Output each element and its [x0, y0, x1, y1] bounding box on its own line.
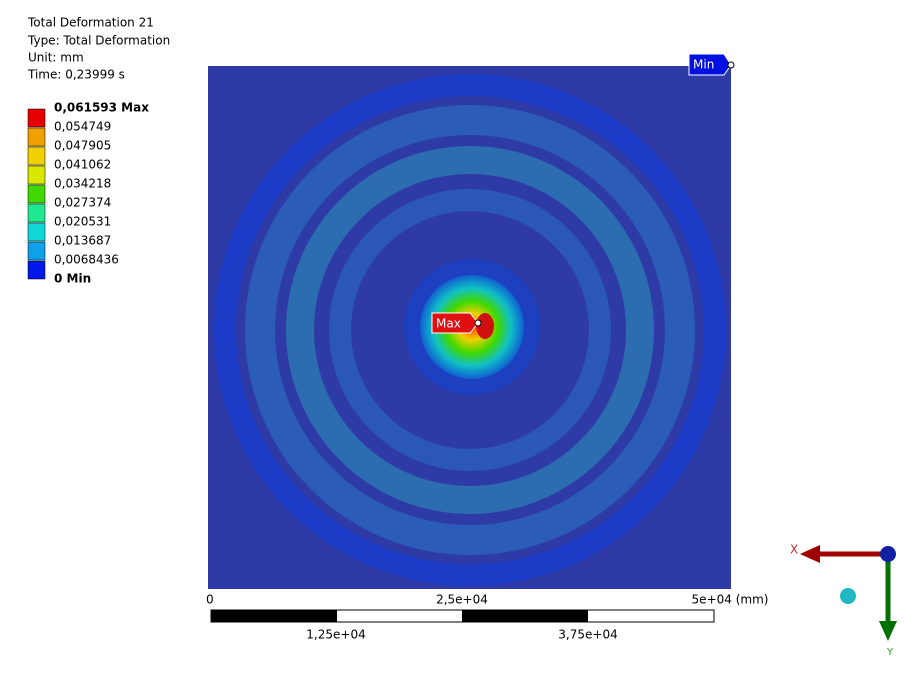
scale-bar [210, 609, 715, 623]
legend-swatch [27, 127, 46, 147]
header-time: Time: 0,23999 s [27, 68, 125, 82]
legend-swatch [27, 241, 46, 261]
x-axis-label: X [790, 543, 798, 557]
legend-swatch [27, 108, 46, 128]
scale-label: 1,25e+04 [306, 628, 365, 642]
legend-label: 0 Min [54, 272, 91, 286]
max-zone [476, 313, 494, 339]
scale-label: 3,75e+04 [558, 628, 617, 642]
legend-swatch [27, 146, 46, 166]
legend-swatch [27, 260, 46, 280]
legend-swatch [27, 184, 46, 204]
ring [286, 146, 654, 514]
ring [329, 189, 611, 471]
legend-label: 0,061593 Max [54, 101, 149, 115]
scale-label: 2,5e+04 [436, 593, 488, 607]
legend-label: 0,047905 [54, 139, 111, 153]
ring [245, 105, 695, 555]
max-tag: Max [431, 312, 482, 334]
scale-label: 5e+04 (mm) [692, 593, 769, 607]
min-tag: Min [688, 53, 735, 76]
legend-swatch [27, 203, 46, 223]
legend: 0,061593 Max 0,054749 0,047905 0,041062 0,03… [27, 101, 149, 286]
header-title: Total Deformation 21 [27, 16, 154, 30]
header-unit: Unit: mm [28, 51, 84, 65]
legend-label: 0,027374 [54, 196, 111, 210]
header-type: Type: Total Deformation [27, 34, 170, 48]
y-axis-label: Y [886, 647, 894, 658]
axis-triad [800, 545, 897, 641]
legend-label: 0,020531 [54, 215, 111, 229]
legend-swatch [27, 165, 46, 185]
legend-swatch [27, 222, 46, 242]
legend-label: 0,041062 [54, 158, 111, 172]
legend-label: 0,054749 [54, 120, 111, 134]
legend-label: 0,013687 [54, 234, 111, 248]
max-label: Max [436, 317, 461, 331]
outer-ring [214, 74, 726, 586]
scale-label: 0 [206, 593, 214, 607]
min-label: Min [693, 58, 714, 72]
model-view [208, 66, 731, 589]
legend-label: 0,034218 [54, 177, 111, 191]
legend-label: 0,0068436 [54, 253, 119, 267]
